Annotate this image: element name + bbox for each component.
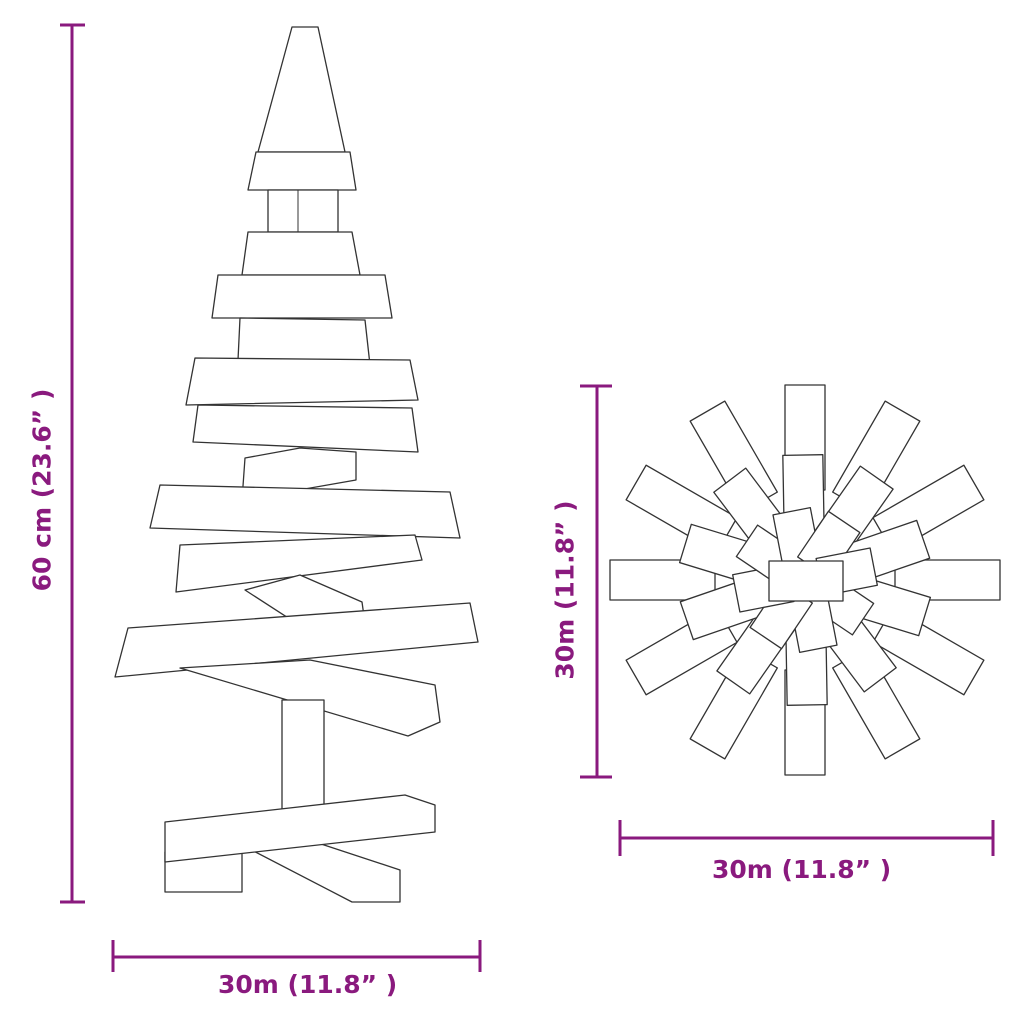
tree-plank — [175, 534, 423, 593]
tree-plank — [241, 231, 361, 276]
tree-plank — [185, 357, 419, 406]
trunk-segment — [267, 189, 339, 233]
tree-side-view — [114, 26, 479, 903]
trunk — [281, 699, 325, 816]
base-plank — [164, 794, 436, 863]
tree-width-dimension-line — [111, 940, 482, 972]
tree-plank — [114, 602, 479, 678]
tree-plank — [247, 151, 357, 191]
tree-plank — [149, 484, 461, 539]
tree-plank — [179, 659, 441, 737]
tree-top-cone — [257, 26, 346, 153]
top-view-width-dimension-line — [618, 820, 995, 856]
top-view-height-label: 30m (11.8” ) — [550, 500, 580, 680]
top-view-center-plank — [768, 560, 844, 602]
height-dimension-line — [60, 23, 85, 904]
tree-width-label: 30m (11.8” ) — [218, 970, 398, 999]
height-label: 60 cm (23.6” ) — [27, 388, 57, 592]
tree-plank — [192, 404, 419, 453]
top-view-height-dimension-line — [580, 384, 612, 779]
tree-plank — [211, 274, 393, 319]
tree-top-view — [609, 384, 1001, 776]
top-view-width-label: 30m (11.8” ) — [712, 855, 892, 884]
